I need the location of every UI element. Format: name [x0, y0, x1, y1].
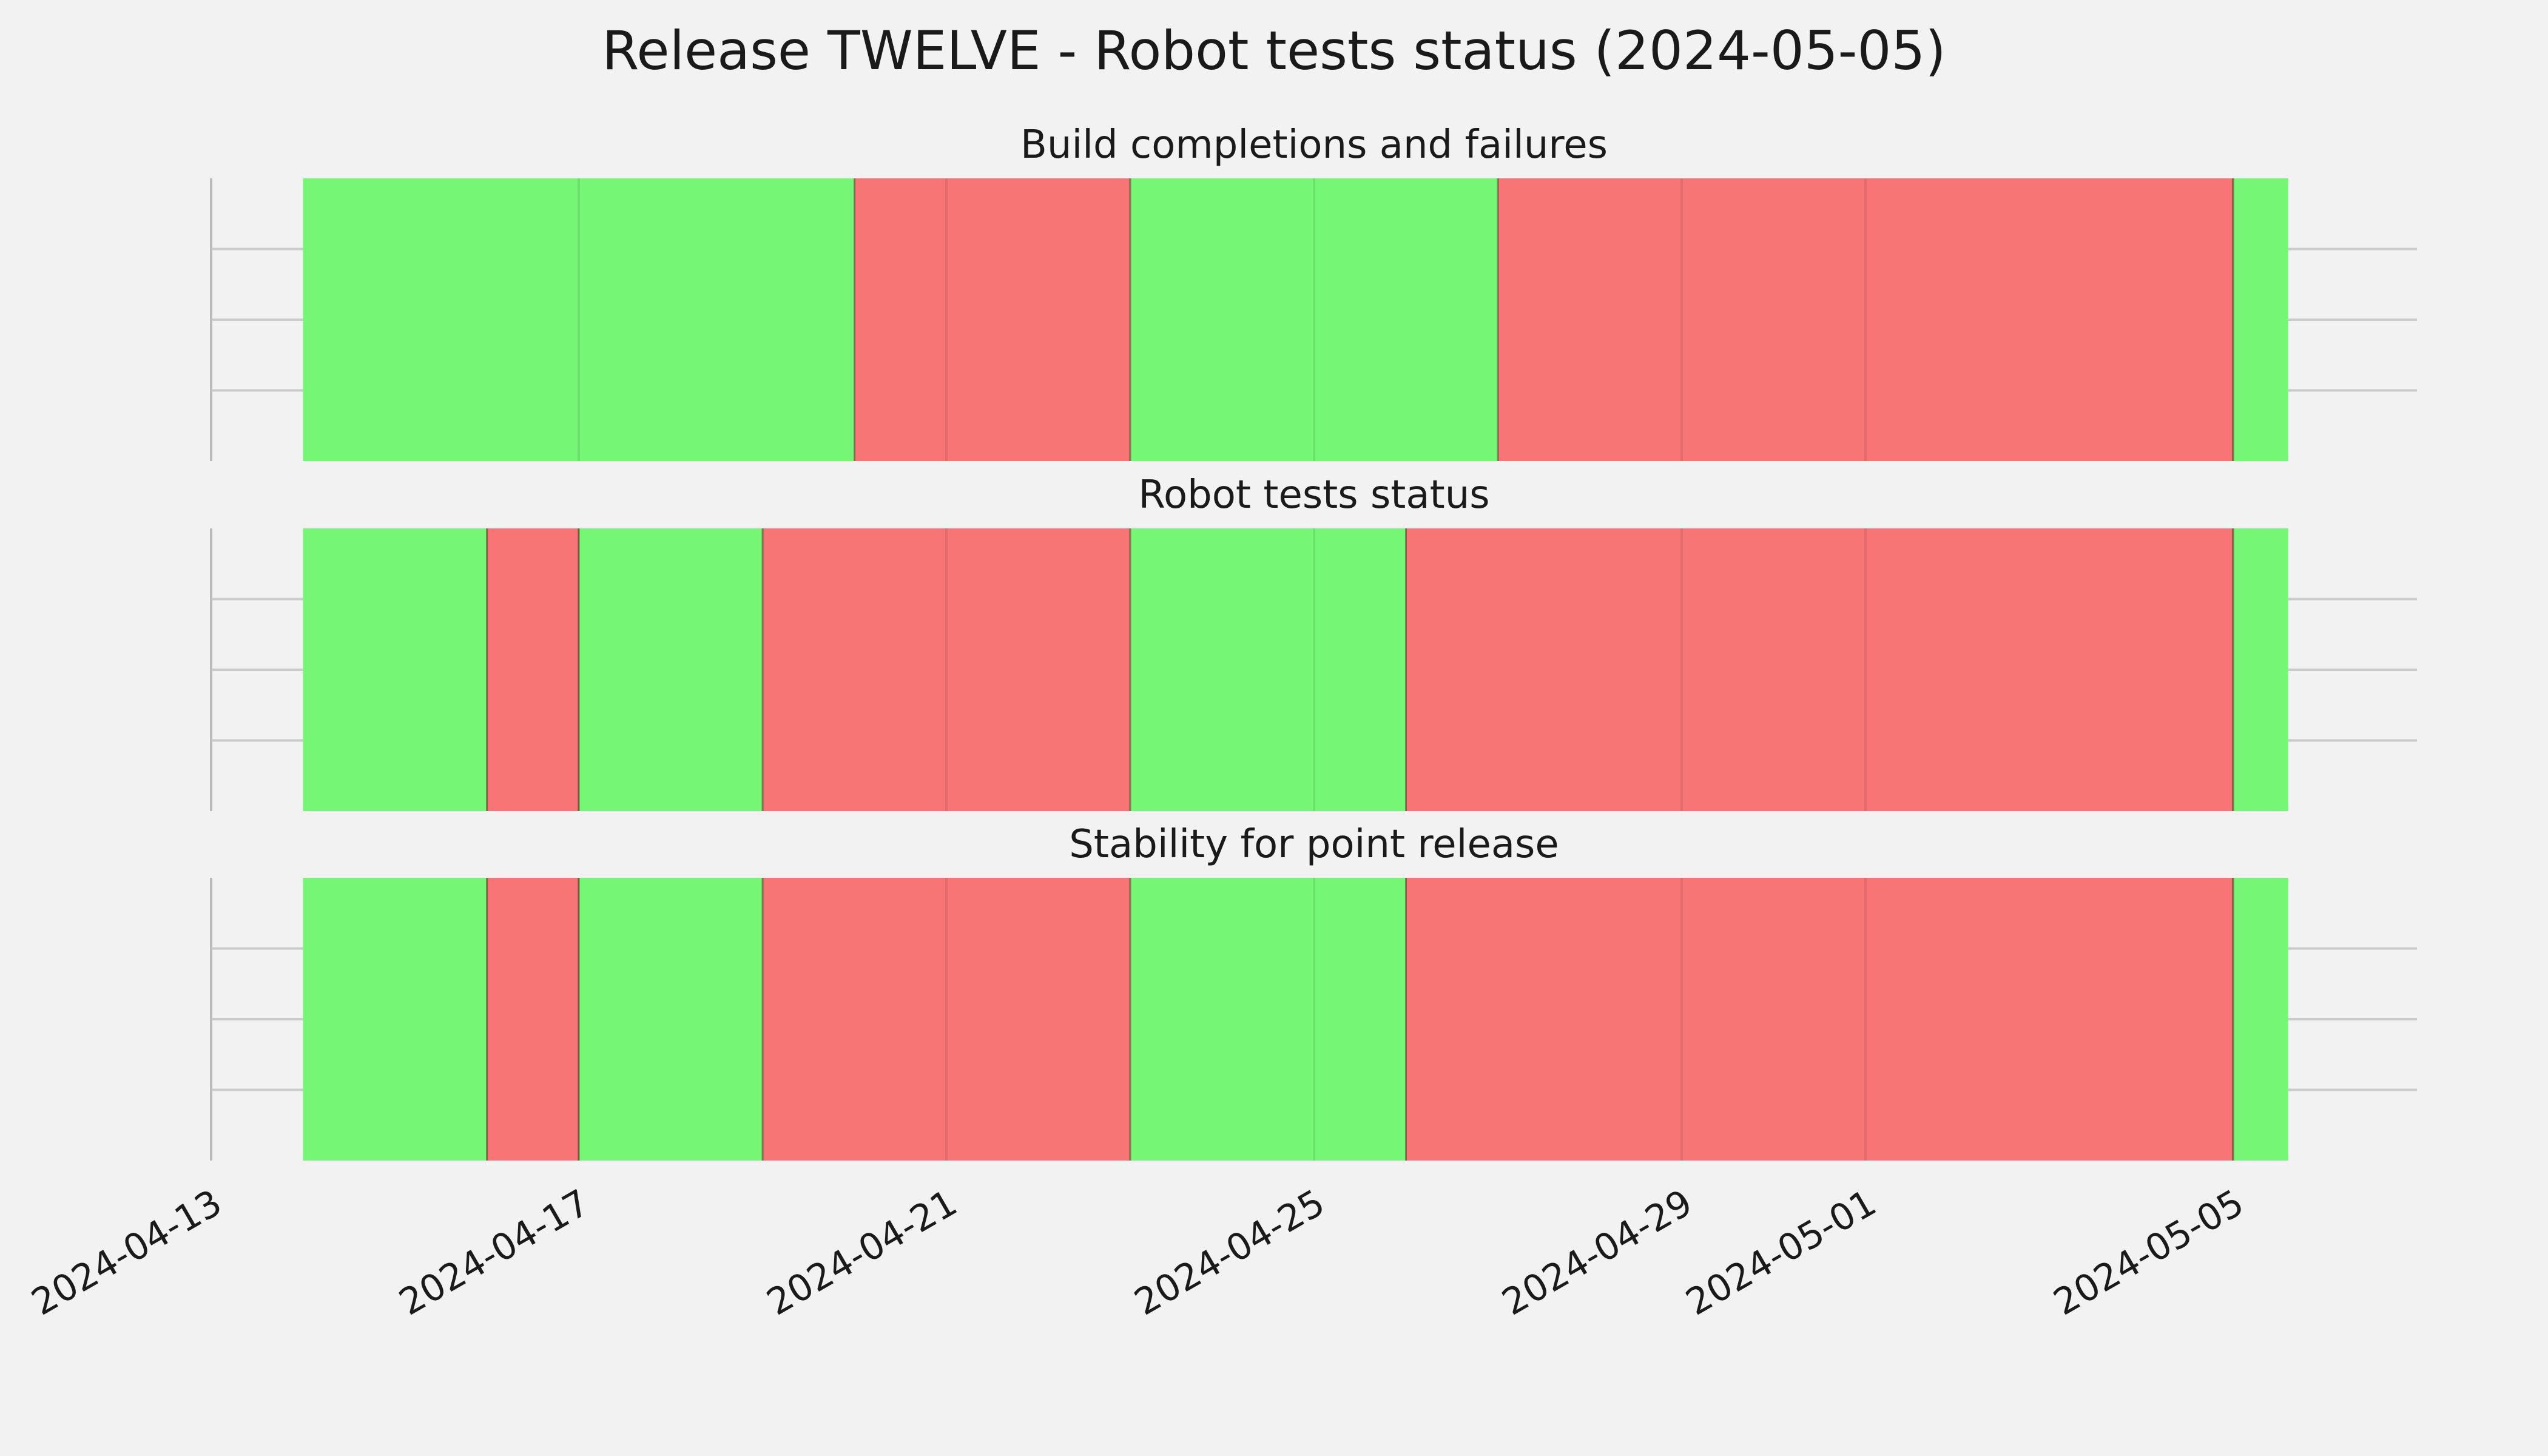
- status-segment-pass: [303, 178, 855, 461]
- status-segment-pass: [2233, 528, 2288, 811]
- panel: Stability for point release: [210, 822, 2417, 1161]
- status-segment-fail: [487, 528, 579, 811]
- status-segment-fail: [487, 878, 579, 1161]
- panel: Build completions and failures: [210, 123, 2417, 461]
- status-segment-pass: [2233, 178, 2288, 461]
- status-segment-pass: [303, 878, 487, 1161]
- panel-title: Robot tests status: [1138, 473, 1489, 517]
- panel-title: Build completions and failures: [1020, 123, 1608, 167]
- x-tick-label: 2024-05-01: [1679, 1181, 1884, 1324]
- x-tick-label: 2024-04-25: [1128, 1181, 1332, 1324]
- panel-title: Stability for point release: [1069, 822, 1559, 867]
- x-tick-label: 2024-05-05: [2047, 1181, 2251, 1324]
- status-segment-pass: [1130, 178, 1498, 461]
- status-segment-fail: [763, 878, 1130, 1161]
- status-segment-pass: [1130, 528, 1406, 811]
- status-segment-pass: [2233, 878, 2288, 1161]
- status-segment-fail: [1406, 878, 2233, 1161]
- x-tick-label: 2024-04-29: [1495, 1181, 1700, 1324]
- status-segment-fail: [1498, 178, 2233, 461]
- chart-title: Release TWELVE - Robot tests status (202…: [602, 19, 1946, 82]
- status-segment-pass: [579, 878, 763, 1161]
- x-tick-label: 2024-04-21: [760, 1181, 965, 1324]
- x-tick-label: 2024-04-13: [25, 1181, 229, 1324]
- status-segment-pass: [1130, 878, 1406, 1161]
- status-segment-pass: [579, 528, 763, 811]
- x-axis-ticks: 2024-04-13 2024-04-17 2024-04-21 2024-04-25…: [25, 1181, 2251, 1324]
- status-segment-pass: [303, 528, 487, 811]
- x-tick-label: 2024-04-17: [393, 1181, 597, 1324]
- status-segment-fail: [1406, 528, 2233, 811]
- panels: Build completions and failures Robot test…: [210, 123, 2417, 1161]
- status-segment-fail: [854, 178, 1130, 461]
- status-segment-fail: [763, 528, 1130, 811]
- panel: Robot tests status: [210, 473, 2417, 811]
